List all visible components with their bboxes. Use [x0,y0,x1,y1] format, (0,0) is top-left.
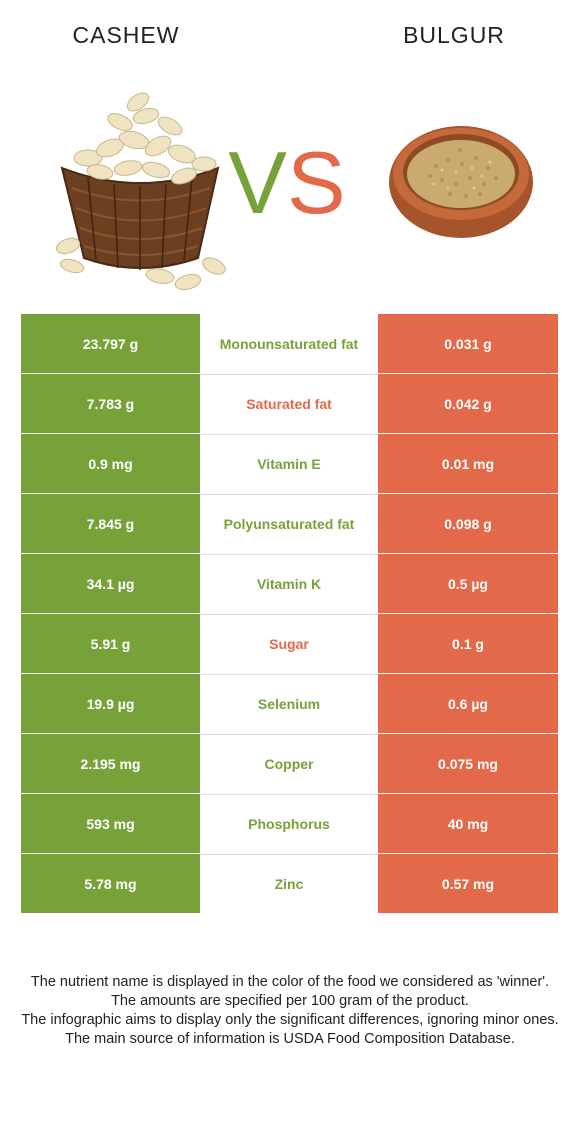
note-significant-differences: The infographic aims to display only the… [21,1012,559,1028]
nutrient-comparison-table: 23.797 g Monounsaturated fat 0.031 g 7.783 … [21,314,558,914]
note-data-source: The main source of information is USDA F… [65,1031,515,1047]
nutrient-name: Polyunsaturated fat [200,494,378,553]
bulgur-value: 40 mg [378,794,558,853]
table-row: 19.9 µg Selenium 0.6 µg [21,674,558,733]
table-row: 0.9 mg Vitamin E 0.01 mg [21,434,558,493]
note-winner-color: The nutrient name is displayed in the co… [30,974,550,990]
cashew-value: 7.783 g [21,374,200,433]
nutrient-name: Copper [200,734,378,793]
cashew-value: 0.9 mg [21,434,200,493]
bulgur-value: 0.031 g [378,314,558,373]
nutrient-name: Vitamin E [200,434,378,493]
nutrient-name: Saturated fat [200,374,378,433]
cashew-value: 19.9 µg [21,674,200,733]
nutrient-name: Phosphorus [200,794,378,853]
table-row: 7.845 g Polyunsaturated fat 0.098 g [21,494,558,553]
bulgur-value: 0.098 g [378,494,558,553]
bulgur-value: 0.075 mg [378,734,558,793]
cashew-value: 593 mg [21,794,200,853]
nutrient-name: Sugar [200,614,378,673]
nutrient-name: Zinc [200,854,378,913]
cashew-value: 2.195 mg [21,734,200,793]
table-row: 23.797 g Monounsaturated fat 0.031 g [21,314,558,373]
table-row: 5.91 g Sugar 0.1 g [21,614,558,673]
note-per-100g: The amounts are specified per 100 gram o… [111,993,469,1009]
footnotes: The nutrient name is displayed in the co… [16,973,564,1049]
bulgur-value: 0.01 mg [378,434,558,493]
bulgur-value: 0.5 µg [378,554,558,613]
cashew-value: 5.78 mg [21,854,200,913]
vs-s-letter: S [287,133,346,232]
table-row: 7.783 g Saturated fat 0.042 g [21,374,558,433]
table-row: 593 mg Phosphorus 40 mg [21,794,558,853]
table-row: 34.1 µg Vitamin K 0.5 µg [21,554,558,613]
bulgur-value: 0.042 g [378,374,558,433]
bulgur-bowl-image [389,126,533,238]
bulgur-value: 0.57 mg [378,854,558,913]
nutrient-name: Monounsaturated fat [200,314,378,373]
table-row: 2.195 mg Copper 0.075 mg [21,734,558,793]
nutrient-name: Vitamin K [200,554,378,613]
cashew-value: 7.845 g [21,494,200,553]
vs-label: VS [222,138,352,228]
table-row: 5.78 mg Zinc 0.57 mg [21,854,558,913]
cashew-value: 34.1 µg [21,554,200,613]
cashew-basket-image [55,92,226,291]
cashew-value: 23.797 g [21,314,200,373]
bulgur-value: 0.1 g [378,614,558,673]
cashew-title: CASHEW [72,22,180,48]
cashew-value: 5.91 g [21,614,200,673]
nutrient-name: Selenium [200,674,378,733]
bulgur-value: 0.6 µg [378,674,558,733]
bulgur-title: BULGUR [403,22,505,48]
vs-v-letter: V [228,133,287,232]
